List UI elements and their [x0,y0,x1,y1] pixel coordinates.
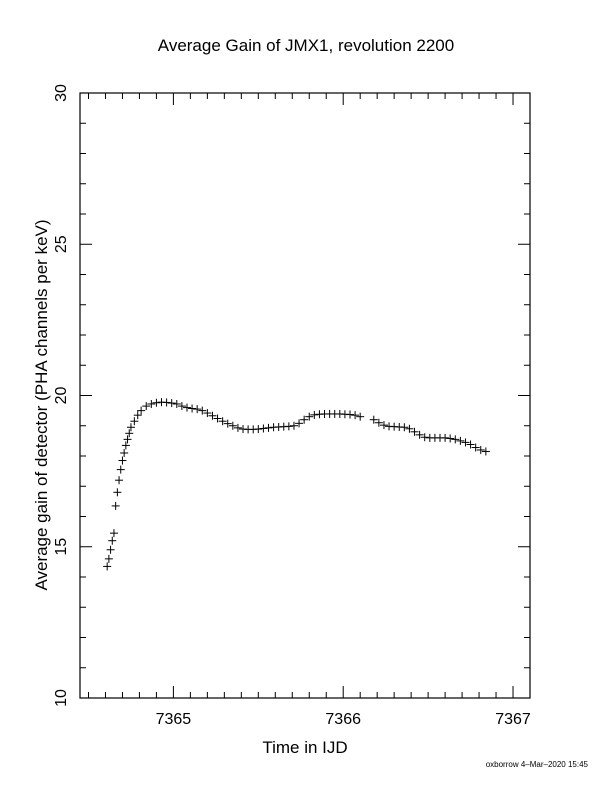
data-point [471,443,480,452]
data-point [142,402,151,411]
data-points [103,398,490,571]
y-axis-label: Average gain of detector (PHA channels p… [32,219,51,591]
data-point [104,554,113,563]
data-point [300,415,309,424]
x-tick-label: 7366 [325,711,361,728]
data-point [374,418,383,427]
data-point [137,406,146,415]
data-point [466,440,475,449]
data-point [121,441,130,450]
data-point [289,421,298,430]
data-point [415,430,424,439]
data-point [152,398,161,407]
data-point [259,424,268,433]
data-point [106,545,115,554]
x-tick-label: 7367 [495,711,531,728]
data-point [305,412,314,421]
data-point [188,404,197,413]
plot-frame [79,92,531,699]
data-point [264,423,273,432]
data-point [208,411,217,420]
data-point [111,501,120,510]
axis-tick-labels: 7365 7366 7367 10 15 20 25 30 [53,84,531,728]
y-tick-label: 10 [53,689,70,707]
data-point [125,429,134,438]
data-point [481,447,490,456]
data-point [177,402,186,411]
data-point [456,436,465,445]
data-point [113,488,122,497]
y-tick-label: 30 [53,84,70,102]
data-point [254,425,263,434]
data-point [147,399,156,408]
data-point [108,536,117,545]
data-point [130,417,139,426]
data-point [198,406,207,415]
data-point [476,445,485,454]
y-tick-label: 20 [53,387,70,405]
data-point [126,423,135,432]
data-point [441,433,450,442]
data-point [310,410,319,419]
data-point [213,414,222,423]
data-point [410,427,419,436]
chart-title: Average Gain of JMX1, revolution 2200 [157,36,455,55]
data-point [461,438,470,447]
data-point [116,465,125,474]
footer-stamp: oxborrow 4–Mar–2020 15:45 [485,760,588,769]
data-point [451,435,460,444]
data-point [346,410,354,419]
data-point [118,456,127,465]
data-point [103,562,112,571]
data-point [351,411,360,420]
axis-ticks [80,92,531,699]
data-point [193,405,202,414]
y-tick-label: 15 [53,538,70,556]
data-point [405,424,414,433]
x-tick-label: 7365 [156,711,192,728]
data-point [182,403,191,412]
data-point [379,421,388,430]
data-point [356,412,365,421]
data-point [172,399,181,408]
data-point [120,448,129,457]
data-point [133,411,142,420]
data-point [167,399,176,408]
y-tick-label: 25 [53,235,70,253]
data-point [123,435,132,444]
data-point [228,421,237,430]
data-point [233,423,242,432]
data-point [369,415,378,424]
data-point [400,423,409,432]
data-point [223,419,232,428]
data-point [295,419,304,428]
data-point [109,529,118,538]
data-point [203,409,212,418]
data-point [284,422,293,431]
data-point [420,433,429,442]
x-axis-label: Time in IJD [262,738,348,757]
data-point [115,476,124,485]
data-point [446,434,455,443]
data-point [162,398,171,407]
data-point [218,417,227,426]
